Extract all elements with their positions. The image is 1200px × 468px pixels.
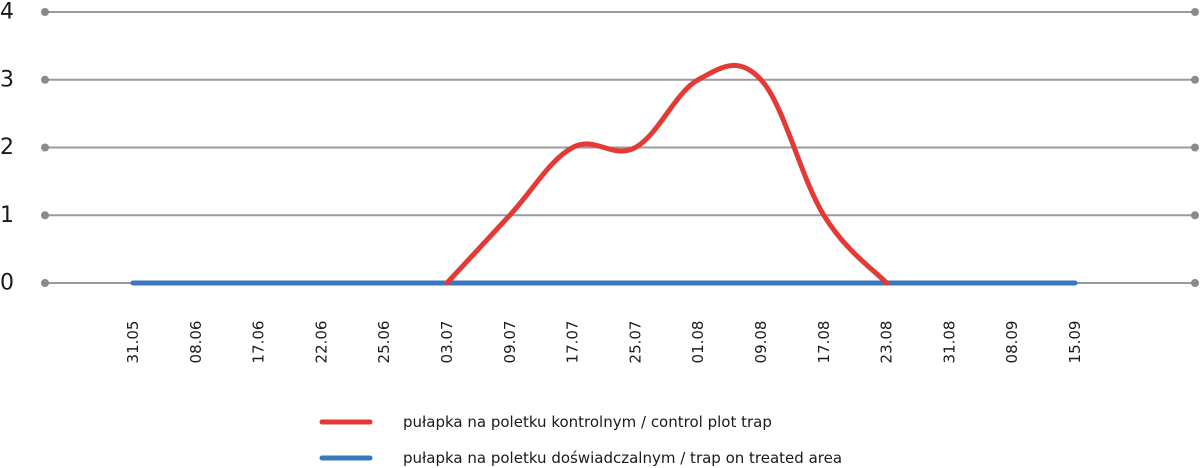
- series-lines: [130, 62, 1078, 286]
- y-tick-label: 3: [0, 67, 14, 92]
- legend-label: pułapka na poletku kontrolnym / control …: [403, 413, 772, 431]
- x-tick-label: 09.08: [752, 321, 770, 364]
- x-tick-label: 23.08: [878, 321, 896, 364]
- y-axis-ticks: 0 1 2 3 4: [0, 0, 14, 296]
- x-tick-label: 08.06: [187, 321, 205, 364]
- y-tick-label: 4: [0, 0, 14, 25]
- x-tick-label: 03.07: [438, 321, 456, 364]
- x-tick-label: 01.08: [689, 321, 707, 364]
- gridline-end-dot: [1191, 211, 1199, 220]
- x-axis-ticks: 31.05 08.06 17.06 22.06 25.06 03.07 09.07 17.07…: [124, 321, 1084, 364]
- x-tick-label: 09.07: [501, 321, 519, 364]
- x-tick-label: 22.06: [312, 321, 330, 364]
- x-tick-label: 31.05: [124, 321, 142, 364]
- x-tick-label: 25.06: [375, 321, 393, 364]
- gridline-end-dot: [1191, 143, 1199, 152]
- x-tick-label: 15.09: [1066, 321, 1084, 364]
- gridline-end-dot: [1191, 279, 1199, 287]
- y-tick-label: 1: [0, 203, 14, 228]
- legend-label: pułapka na poletku doświadczalnym / trap…: [403, 449, 842, 467]
- grid-lines: [41, 8, 1199, 287]
- series-line-1: [444, 62, 890, 286]
- gridline-end-dot: [41, 143, 49, 152]
- gridline-end-dot: [41, 211, 49, 220]
- gridline-end-dot: [1191, 75, 1199, 84]
- x-tick-label: 17.06: [250, 321, 268, 364]
- gridline-end-dot: [41, 8, 49, 16]
- gridline-end-dot: [41, 279, 49, 287]
- x-tick-label: 31.08: [940, 321, 958, 364]
- y-tick-label: 0: [0, 271, 14, 296]
- x-tick-label: 08.09: [1003, 321, 1021, 364]
- x-tick-label: 17.08: [815, 321, 833, 364]
- legend: pułapka na poletku kontrolnym / control …: [319, 413, 842, 467]
- y-tick-label: 2: [0, 135, 14, 160]
- x-tick-label: 25.07: [626, 321, 644, 364]
- gridline-end-dot: [41, 75, 49, 84]
- gridline-end-dot: [1191, 8, 1199, 16]
- x-tick-label: 17.07: [564, 321, 582, 364]
